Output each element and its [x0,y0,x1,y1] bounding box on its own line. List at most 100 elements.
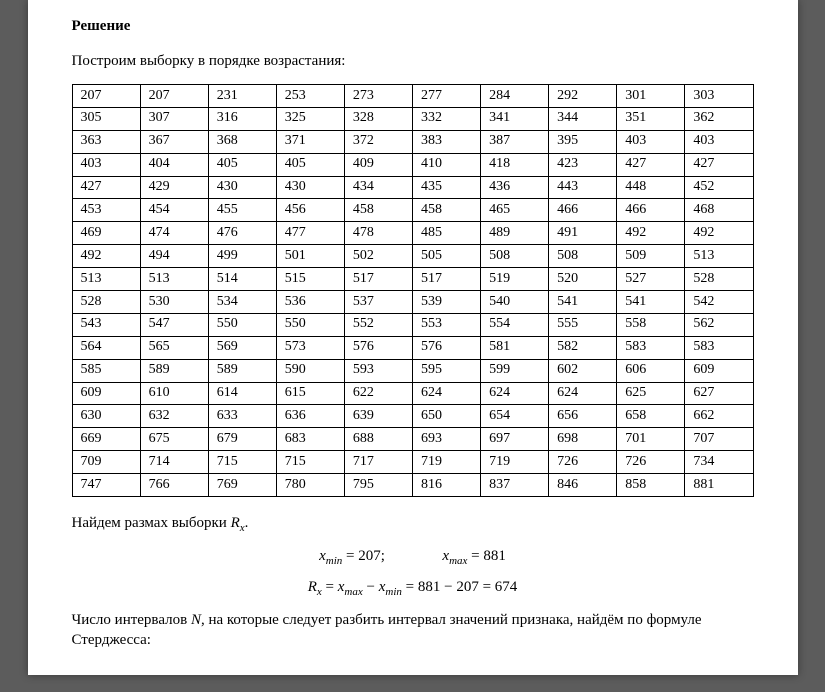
xmin2-sub: min [385,586,402,598]
table-cell: 363 [72,130,140,153]
xmin-var: x [319,548,326,564]
table-cell: 448 [617,176,685,199]
table-cell: 513 [140,268,208,291]
table-cell: 581 [481,336,549,359]
table-cell: 207 [140,85,208,108]
table-cell: 837 [481,474,549,497]
table-row: 305307316325328332341344351362 [72,107,753,130]
table-cell: 542 [685,291,753,314]
table-cell: 491 [549,222,617,245]
min-max-row: xmin = 207; xmax = 881 [72,548,754,567]
table-cell: 253 [276,85,344,108]
table-cell: 547 [140,313,208,336]
table-cell: 846 [549,474,617,497]
xmin-sub: min [326,555,343,567]
xmax-value: 881 [483,548,506,564]
table-cell: 589 [208,359,276,382]
table-cell: 627 [685,382,753,405]
table-cell: 747 [72,474,140,497]
table-cell: 465 [481,199,549,222]
table-cell: 455 [208,199,276,222]
table-cell: 534 [208,291,276,314]
table-cell: 307 [140,107,208,130]
table-cell: 231 [208,85,276,108]
table-cell: 569 [208,336,276,359]
table-cell: 328 [344,107,412,130]
range-diff: 881 − 207 = 674 [418,579,517,595]
table-cell: 780 [276,474,344,497]
table-cell: 372 [344,130,412,153]
table-cell: 656 [549,405,617,428]
table-cell: 513 [72,268,140,291]
table-cell: 466 [617,199,685,222]
table-cell: 622 [344,382,412,405]
table-cell: 536 [276,291,344,314]
table-cell: 499 [208,245,276,268]
table-cell: 508 [481,245,549,268]
table-row: 492494499501502505508508509513 [72,245,753,268]
table-cell: 427 [72,176,140,199]
table-cell: 405 [276,153,344,176]
table-cell: 403 [72,153,140,176]
table-cell: 565 [140,336,208,359]
table-row: 564565569573576576581582583583 [72,336,753,359]
table-cell: 625 [617,382,685,405]
table-cell: 430 [276,176,344,199]
table-cell: 485 [412,222,480,245]
table-cell: 305 [72,107,140,130]
table-cell: 284 [481,85,549,108]
table-cell: 595 [412,359,480,382]
table-cell: 726 [549,451,617,474]
table-cell: 537 [344,291,412,314]
table-row: 528530534536537539540541541542 [72,291,753,314]
table-cell: 550 [276,313,344,336]
table-cell: 434 [344,176,412,199]
sturgess-var: N [191,612,201,628]
table-cell: 615 [276,382,344,405]
table-cell: 624 [412,382,480,405]
table-cell: 341 [481,107,549,130]
table-cell: 734 [685,451,753,474]
table-cell: 436 [481,176,549,199]
table-cell: 316 [208,107,276,130]
table-row: 427429430430434435436443448452 [72,176,753,199]
table-cell: 679 [208,428,276,451]
table-row: 469474476477478485489491492492 [72,222,753,245]
eq3: = [326,579,338,595]
table-cell: 405 [208,153,276,176]
formula-block: xmin = 207; xmax = 881 Rx = xmax − xmin … [72,548,754,598]
table-cell: 683 [276,428,344,451]
table-cell: 344 [549,107,617,130]
table-cell: 719 [481,451,549,474]
table-row: 747766769780795816837846858881 [72,474,753,497]
table-cell: 541 [549,291,617,314]
table-row: 513513514515517517519520527528 [72,268,753,291]
table-row: 543547550550552553554555558562 [72,313,753,336]
table-cell: 527 [617,268,685,291]
table-cell: 520 [549,268,617,291]
document-page: Решение Построим выборку в порядке возра… [28,0,798,675]
table-cell: 362 [685,107,753,130]
table-cell: 418 [481,153,549,176]
table-cell: 541 [617,291,685,314]
table-cell: 554 [481,313,549,336]
table-cell: 371 [276,130,344,153]
semi1: ; [381,548,385,564]
table-cell: 410 [412,153,480,176]
table-row: 709714715715717719719726726734 [72,451,753,474]
table-cell: 585 [72,359,140,382]
sturgess-text1: Число интервалов [72,612,191,628]
table-cell: 458 [344,199,412,222]
table-cell: 351 [617,107,685,130]
table-cell: 602 [549,359,617,382]
table-cell: 454 [140,199,208,222]
table-cell: 403 [617,130,685,153]
table-cell: 530 [140,291,208,314]
table-cell: 576 [412,336,480,359]
table-cell: 543 [72,313,140,336]
table-cell: 427 [617,153,685,176]
table-cell: 726 [617,451,685,474]
table-cell: 456 [276,199,344,222]
table-cell: 325 [276,107,344,130]
table-cell: 528 [685,268,753,291]
